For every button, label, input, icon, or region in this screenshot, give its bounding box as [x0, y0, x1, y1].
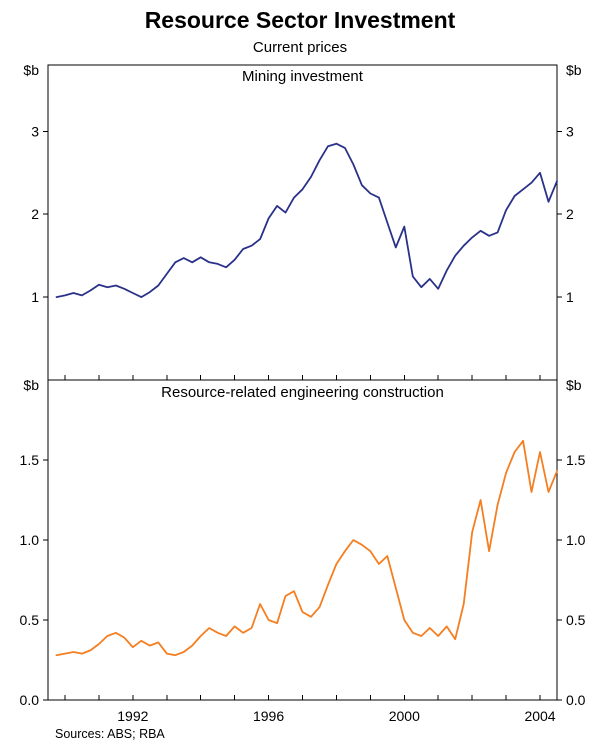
panel-frame: [47, 64, 558, 381]
y-tick-label-right: 2: [566, 206, 574, 222]
y-tick-label-left: 2: [31, 206, 39, 222]
y-tick-label-right: 1.5: [566, 452, 586, 468]
unit-label-left: $b: [23, 62, 39, 78]
panel-frame: [47, 379, 558, 701]
panel-title-engineering: Resource-related engineering constructio…: [161, 384, 444, 401]
mining-investment-line: [55, 142, 558, 299]
y-tick-label-left: 0.0: [20, 692, 40, 708]
y-tick-label-right: 0.5: [566, 612, 586, 628]
engineering-construction-line: [55, 439, 558, 657]
unit-label-right: $b: [566, 62, 582, 78]
y-tick-label-left: 1: [31, 289, 39, 305]
y-tick-label-left: 1.0: [20, 532, 40, 548]
x-tick-label: 2004: [524, 708, 555, 724]
x-tick-label: 2000: [389, 708, 420, 724]
y-tick-label-left: 3: [31, 123, 39, 139]
x-tick-label: 1992: [117, 708, 148, 724]
unit-label-right: $b: [566, 377, 582, 393]
y-tick-label-right: 3: [566, 123, 574, 139]
chart-title: Resource Sector Investment: [144, 7, 456, 33]
chart-subtitle: Current prices: [252, 39, 348, 56]
y-tick-label-right: 1.0: [566, 532, 586, 548]
source-note: Sources: ABS; RBA: [55, 727, 165, 741]
x-tick-label: 1996: [253, 708, 284, 724]
y-tick-label-left: 1.5: [20, 452, 40, 468]
y-tick-label-right: 1: [566, 289, 574, 305]
y-tick-label-left: 0.5: [20, 612, 40, 628]
panel-title-mining: Mining investment: [242, 68, 363, 85]
unit-label-left: $b: [23, 377, 39, 393]
y-tick-label-right: 0.0: [566, 692, 586, 708]
